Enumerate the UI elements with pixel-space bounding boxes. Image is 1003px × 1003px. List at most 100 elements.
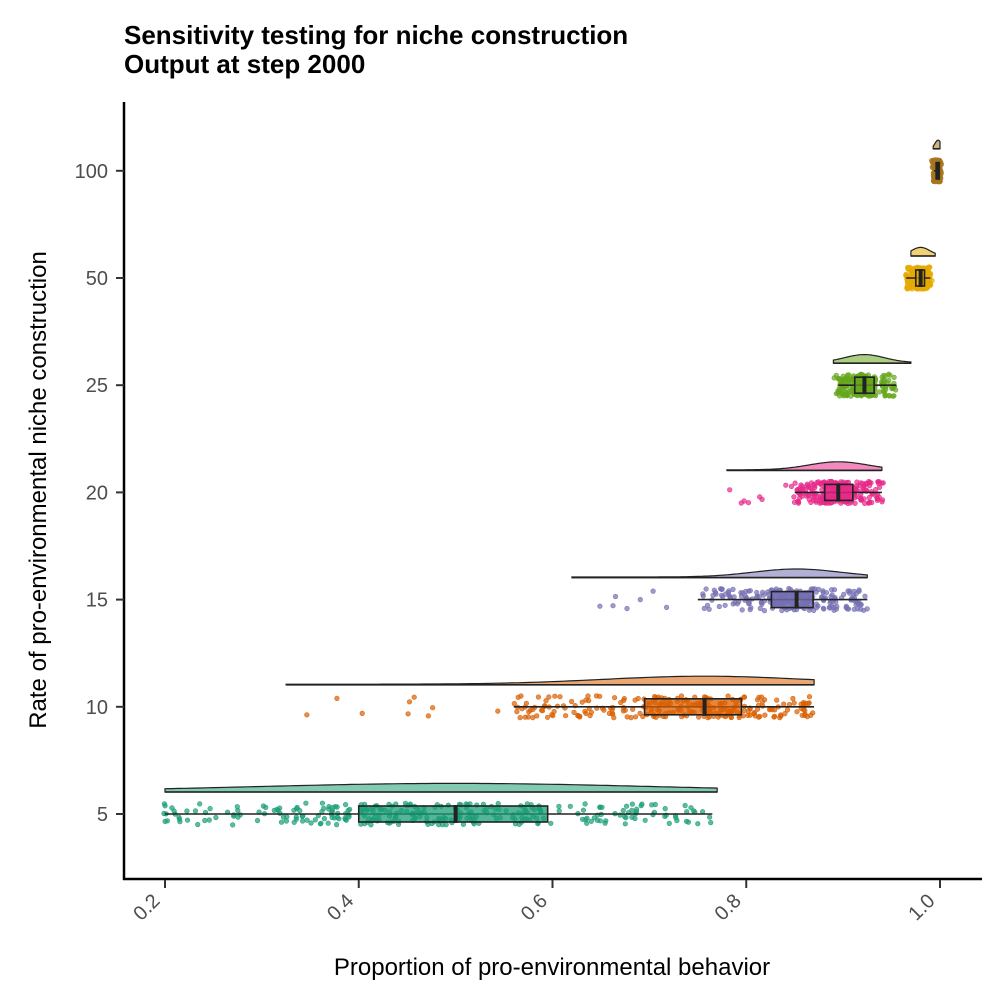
- data-point: [332, 803, 339, 810]
- box-iqr: [643, 697, 743, 716]
- data-point: [319, 800, 326, 806]
- data-point: [688, 805, 694, 811]
- data-point: [703, 586, 709, 592]
- data-point: [880, 388, 887, 394]
- data-point: [905, 266, 912, 272]
- data-point: [213, 814, 219, 821]
- data-point: [663, 604, 670, 611]
- series-15: [571, 568, 870, 614]
- x-axis-ticks: 0.2 0.4 0.6 0.8 1.0: [129, 880, 941, 925]
- data-point: [876, 481, 882, 487]
- data-point: [820, 588, 826, 594]
- data-point: [701, 605, 707, 612]
- data-point: [629, 801, 636, 807]
- data-point: [325, 820, 331, 826]
- data-point: [844, 377, 850, 383]
- data-point: [195, 821, 201, 828]
- data-point: [552, 693, 558, 699]
- data-point: [774, 697, 780, 703]
- data-point: [795, 498, 801, 504]
- data-point: [514, 708, 520, 715]
- x-tick-label: 0.8: [711, 890, 746, 925]
- data-point: [176, 814, 182, 820]
- data-point: [343, 801, 349, 808]
- data-point: [803, 493, 809, 499]
- data-point: [620, 807, 626, 814]
- data-point: [754, 589, 760, 596]
- data-point: [321, 815, 328, 822]
- data-point: [846, 590, 853, 596]
- data-point: [853, 591, 859, 597]
- data-point: [291, 819, 297, 825]
- data-point: [891, 374, 897, 381]
- data-point: [585, 693, 591, 699]
- data-point: [579, 816, 586, 822]
- data-point: [411, 694, 417, 700]
- data-point: [235, 807, 241, 814]
- data-point: [727, 487, 733, 493]
- data-point: [706, 814, 713, 820]
- data-point: [359, 710, 365, 717]
- data-point: [728, 714, 734, 721]
- data-point: [836, 388, 842, 395]
- data-point: [833, 372, 839, 379]
- data-point: [583, 697, 589, 703]
- data-point: [700, 593, 706, 599]
- data-point: [792, 480, 798, 486]
- data-point: [293, 814, 299, 820]
- data-point: [610, 711, 616, 717]
- series-5: [161, 782, 718, 828]
- data-point: [874, 495, 880, 501]
- x-tick-label: 0.6: [517, 890, 552, 925]
- data-point: [833, 606, 840, 612]
- data-point: [856, 587, 862, 593]
- data-point: [511, 700, 517, 707]
- y-axis-ticks: 5 10 15 20 25 50 100: [75, 161, 124, 826]
- plot-area: [161, 139, 945, 828]
- data-point: [804, 714, 810, 720]
- data-point: [856, 483, 862, 489]
- data-point: [280, 814, 287, 820]
- data-point: [326, 806, 332, 812]
- data-point: [342, 816, 349, 823]
- data-point: [522, 714, 528, 720]
- data-point: [887, 372, 893, 378]
- series-20: [726, 461, 886, 507]
- data-point: [254, 817, 261, 824]
- data-point: [747, 588, 753, 594]
- data-point: [632, 697, 638, 703]
- data-point: [557, 694, 563, 700]
- density-cloud: [571, 568, 868, 579]
- data-point: [632, 815, 638, 822]
- x-axis-title: Proportion of pro-environmental behavior: [334, 954, 770, 981]
- data-point: [274, 806, 280, 813]
- data-point: [207, 805, 213, 812]
- data-point: [784, 707, 791, 713]
- data-point: [567, 803, 573, 809]
- data-point: [920, 286, 926, 292]
- data-point: [828, 478, 835, 485]
- data-point: [548, 820, 554, 826]
- data-point: [783, 482, 789, 488]
- y-tick-label: 15: [86, 590, 108, 612]
- y-tick-label: 10: [86, 697, 108, 719]
- data-point: [716, 603, 722, 610]
- data-point: [745, 600, 752, 607]
- data-point: [294, 805, 300, 812]
- data-point: [797, 485, 803, 491]
- data-point: [766, 706, 773, 713]
- data-point: [312, 817, 318, 823]
- data-point: [632, 714, 639, 720]
- data-point: [544, 714, 551, 720]
- data-point: [611, 695, 618, 701]
- data-point: [425, 713, 432, 719]
- data-point: [304, 817, 310, 823]
- density-cloud: [285, 675, 815, 686]
- data-point: [597, 693, 603, 699]
- data-point: [751, 710, 757, 717]
- data-point: [761, 607, 768, 614]
- data-point: [852, 500, 858, 506]
- data-point: [722, 591, 729, 597]
